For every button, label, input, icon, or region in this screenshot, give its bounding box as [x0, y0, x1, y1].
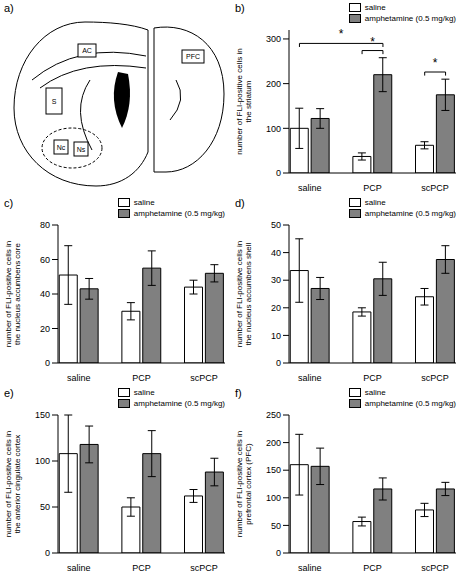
svg-text:Ns: Ns: [77, 146, 86, 153]
svg-text:scPCP: scPCP: [421, 373, 449, 383]
svg-text:80: 80: [40, 220, 50, 230]
svg-text:PCP: PCP: [132, 563, 151, 573]
html-text:saline: saline: [364, 388, 386, 397]
html-text:amphetamine (0.5 mg/kg): amphetamine (0.5 mg/kg): [364, 399, 456, 408]
svg-text:0: 0: [276, 358, 281, 368]
svg-text:30: 30: [271, 275, 281, 285]
svg-text:50: 50: [271, 220, 281, 230]
html-text:saline: saline: [364, 198, 386, 207]
svg-text:number of FLI-positive cells i: number of FLI-positive cells in: [4, 431, 13, 537]
svg-text:20: 20: [271, 303, 281, 313]
svg-text:number of FLI-positive cells i: number of FLI-positive cells in: [4, 241, 13, 347]
html-text:b): b): [235, 2, 245, 14]
svg-text:20: 20: [40, 324, 50, 334]
html-text:amphetamine (0.5 mg/kg): amphetamine (0.5 mg/kg): [364, 209, 456, 218]
html-text:e): e): [4, 387, 14, 399]
svg-text:100: 100: [266, 124, 281, 134]
svg-text:*: *: [370, 35, 375, 49]
svg-text:the nucleus accumbens core: the nucleus accumbens core: [13, 243, 22, 345]
svg-text:saline: saline: [298, 563, 322, 573]
svg-text:saline: saline: [298, 183, 322, 193]
svg-text:PCP: PCP: [363, 373, 382, 383]
svg-text:number of FLI-positive cells i: number of FLI-positive cells in: [235, 48, 244, 154]
svg-text:prefrontal cortex (PFC): prefrontal cortex (PFC): [244, 443, 253, 525]
svg-text:0: 0: [276, 168, 281, 178]
svg-text:scPCP: scPCP: [190, 373, 218, 383]
svg-text:0: 0: [45, 548, 50, 558]
svg-text:300: 300: [266, 34, 281, 44]
svg-text:60: 60: [40, 255, 50, 265]
svg-text:number of FLI-positive cells i: number of FLI-positive cells in: [235, 241, 244, 347]
svg-text:the nucleus accumbens shell: the nucleus accumbens shell: [244, 242, 253, 345]
html-text:amphetamine (0.5 mg/kg): amphetamine (0.5 mg/kg): [364, 14, 456, 23]
html-text:amphetamine (0.5 mg/kg): amphetamine (0.5 mg/kg): [133, 209, 225, 218]
svg-text:150: 150: [35, 410, 50, 420]
svg-text:200: 200: [266, 79, 281, 89]
svg-text:PFC: PFC: [186, 53, 200, 60]
svg-text:scPCP: scPCP: [421, 183, 449, 193]
svg-text:40: 40: [40, 289, 50, 299]
svg-text:AC: AC: [82, 47, 92, 54]
svg-text:100: 100: [35, 456, 50, 466]
svg-text:10: 10: [271, 331, 281, 341]
svg-text:0: 0: [276, 548, 281, 558]
svg-text:250: 250: [266, 410, 281, 420]
svg-text:Nc: Nc: [57, 144, 66, 151]
svg-text:200: 200: [266, 438, 281, 448]
svg-text:PCP: PCP: [363, 563, 382, 573]
svg-text:scPCP: scPCP: [190, 563, 218, 573]
html-text:a): a): [4, 2, 14, 14]
svg-text:number of FLI-positive cells i: number of FLI-positive cells in: [235, 431, 244, 537]
svg-text:PCP: PCP: [132, 373, 151, 383]
svg-text:*: *: [339, 27, 344, 41]
svg-text:saline: saline: [298, 373, 322, 383]
svg-text:PCP: PCP: [363, 183, 382, 193]
svg-text:50: 50: [40, 502, 50, 512]
html-text:saline: saline: [133, 388, 155, 397]
svg-text:150: 150: [266, 465, 281, 475]
svg-text:0: 0: [45, 358, 50, 368]
html-text:saline: saline: [364, 3, 386, 12]
svg-text:the anterior cingulate cortex: the anterior cingulate cortex: [13, 435, 22, 534]
svg-text:40: 40: [271, 248, 281, 258]
html-text:c): c): [4, 197, 14, 209]
html-text:d): d): [235, 197, 245, 209]
svg-text:*: *: [433, 56, 438, 70]
svg-text:saline: saline: [67, 563, 91, 573]
html-text:saline: saline: [133, 198, 155, 207]
svg-text:50: 50: [271, 521, 281, 531]
html-text:f): f): [235, 387, 242, 399]
svg-text:saline: saline: [67, 373, 91, 383]
svg-text:scPCP: scPCP: [421, 563, 449, 573]
svg-text:100: 100: [266, 493, 281, 503]
svg-text:S: S: [52, 98, 57, 105]
html-text:amphetamine (0.5 mg/kg): amphetamine (0.5 mg/kg): [133, 399, 225, 408]
svg-text:the striatum: the striatum: [244, 80, 253, 122]
